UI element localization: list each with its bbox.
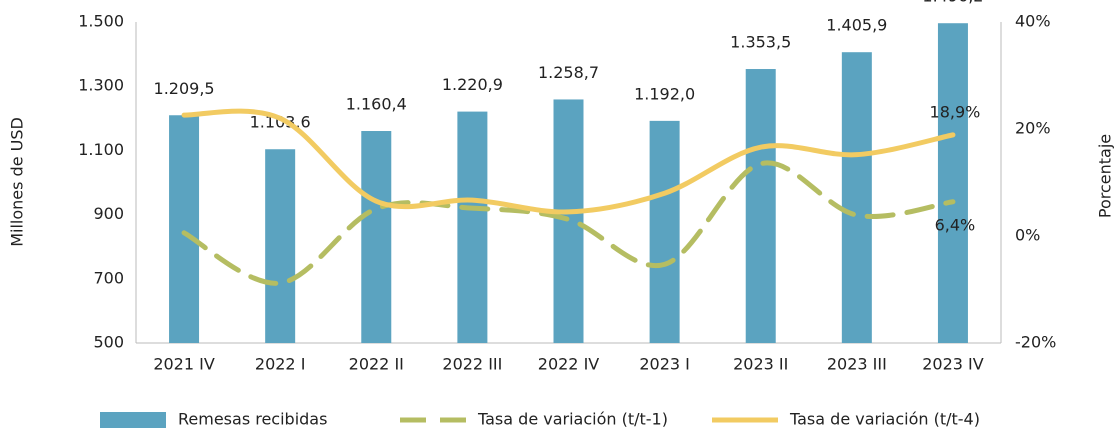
bar bbox=[841, 52, 872, 343]
bar bbox=[937, 23, 968, 344]
x-tick-label: 2021 IV bbox=[153, 355, 215, 374]
x-tick-label: 2022 II bbox=[349, 355, 404, 374]
y-tick-label: 900 bbox=[93, 204, 124, 223]
legend-swatch bbox=[100, 412, 166, 428]
data-label: 6,4% bbox=[935, 215, 976, 234]
data-label: 1.258,7 bbox=[538, 63, 599, 82]
y-tick-label: 500 bbox=[93, 333, 124, 352]
y-tick-label: 1.500 bbox=[78, 12, 124, 31]
bar bbox=[361, 131, 392, 343]
bar bbox=[457, 111, 488, 344]
y2-tick-label: 40% bbox=[1015, 12, 1051, 31]
y2-axis-label: Porcentaje bbox=[1096, 134, 1115, 218]
x-tick-label: 2022 I bbox=[255, 355, 306, 374]
data-label: 1.192,0 bbox=[634, 84, 695, 103]
y-tick-label: 1.300 bbox=[78, 76, 124, 95]
data-label: 18,9% bbox=[930, 102, 981, 121]
x-tick-label: 2022 III bbox=[442, 355, 502, 374]
y2-tick-label: -20% bbox=[1015, 333, 1056, 352]
x-tick-label: 2022 IV bbox=[538, 355, 600, 374]
y2-tick-label: 0% bbox=[1015, 226, 1040, 245]
y-tick-label: 1.100 bbox=[78, 140, 124, 159]
y-tick-label: 700 bbox=[93, 268, 124, 287]
data-label: 1.353,5 bbox=[730, 33, 791, 52]
legend-label: Tasa de variación (t/t-1) bbox=[477, 410, 668, 429]
legend-label: Remesas recibidas bbox=[178, 410, 327, 429]
data-label: 1.220,9 bbox=[442, 75, 503, 94]
bar bbox=[169, 115, 200, 343]
legend-label: Tasa de variación (t/t-4) bbox=[789, 410, 980, 429]
data-label: 1.405,9 bbox=[826, 16, 887, 35]
x-tick-label: 2023 I bbox=[639, 355, 690, 374]
bar bbox=[553, 99, 584, 343]
bar bbox=[265, 149, 296, 343]
data-label: 1.496,2 bbox=[922, 0, 983, 6]
x-tick-label: 2023 II bbox=[733, 355, 788, 374]
data-label: 1.160,4 bbox=[346, 95, 407, 114]
y-axis-label: Millones de USD bbox=[8, 117, 27, 247]
data-label: 1.209,5 bbox=[154, 79, 215, 98]
line bbox=[181, 108, 956, 215]
x-tick-label: 2023 IV bbox=[922, 355, 984, 374]
bar bbox=[745, 69, 776, 344]
x-tick-label: 2023 III bbox=[827, 355, 887, 374]
line bbox=[181, 160, 956, 286]
bar bbox=[649, 120, 680, 343]
y2-tick-label: 20% bbox=[1015, 119, 1051, 138]
